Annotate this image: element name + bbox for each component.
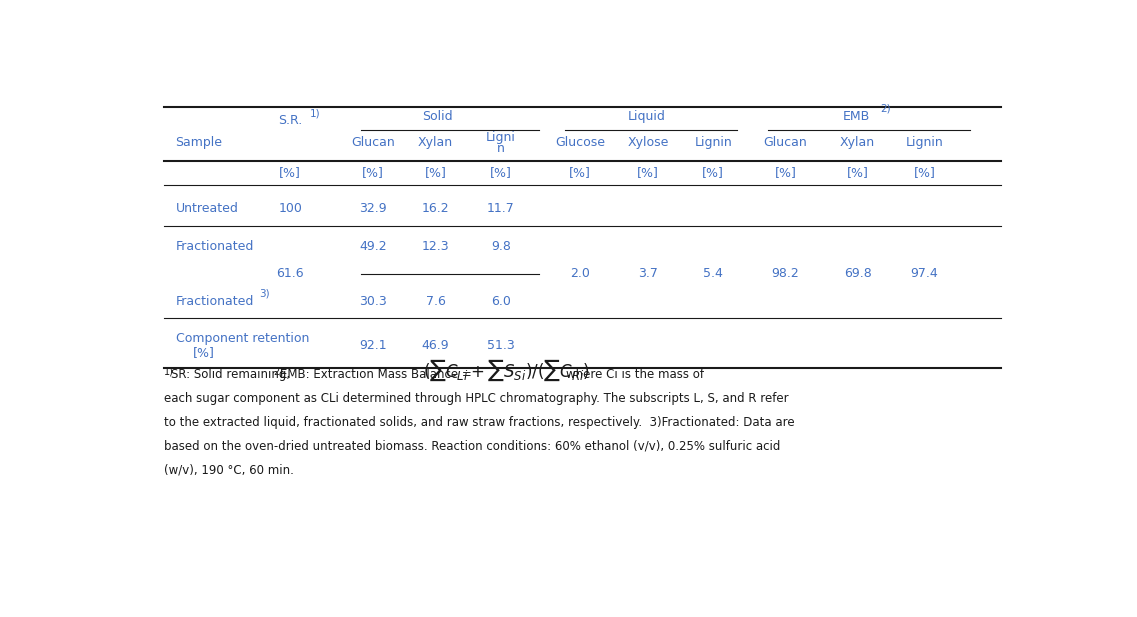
Text: to the extracted liquid, fractionated solids, and raw straw fractions, respectiv: to the extracted liquid, fractionated so… [164,416,795,429]
Text: $(\sum C_{Li}+\sum S_{Si})/(\sum C_{Ri})$: $(\sum C_{Li}+\sum S_{Si})/(\sum C_{Ri})… [423,358,590,383]
Text: Liquid: Liquid [628,110,666,123]
Text: [%]: [%] [703,167,724,180]
Text: 98.2: 98.2 [772,267,799,280]
Text: Lignin: Lignin [695,136,732,149]
Text: Ligni: Ligni [485,131,516,144]
Text: 46.9: 46.9 [422,339,449,352]
Text: 3.7: 3.7 [638,267,658,280]
Text: [%]: [%] [570,167,591,180]
Text: 11.7: 11.7 [487,202,515,215]
Text: 69.8: 69.8 [844,267,872,280]
Text: Sample: Sample [175,136,223,149]
Text: 30.3: 30.3 [359,295,387,308]
Text: Xylan: Xylan [418,136,454,149]
Text: 92.1: 92.1 [359,339,387,352]
Text: Xylan: Xylan [840,136,875,149]
Text: 12.3: 12.3 [422,239,449,252]
Text: Untreated: Untreated [175,202,239,215]
Text: where Ci is the mass of: where Ci is the mass of [566,368,704,381]
Text: 2): 2) [273,366,283,376]
Text: 6.0: 6.0 [491,295,511,308]
Text: 32.9: 32.9 [359,202,387,215]
Text: Fractionated: Fractionated [175,239,254,252]
Text: 51.3: 51.3 [487,339,515,352]
Text: 100: 100 [279,202,302,215]
Text: [%]: [%] [847,167,869,180]
Text: 9.8: 9.8 [491,239,511,252]
Text: 2): 2) [880,103,891,114]
Text: Glucan: Glucan [764,136,807,149]
Text: SR: Solid remaining,: SR: Solid remaining, [172,368,298,381]
Text: [%]: [%] [637,167,658,180]
Text: Glucan: Glucan [351,136,395,149]
Text: 5.4: 5.4 [703,267,723,280]
Text: 61.6: 61.6 [276,267,304,280]
Text: Glucose: Glucose [555,136,605,149]
Text: Xylose: Xylose [628,136,669,149]
Text: S.R.: S.R. [279,114,302,127]
Text: [%]: [%] [280,167,301,180]
Text: 1): 1) [164,366,174,376]
Text: 97.4: 97.4 [911,267,938,280]
Text: based on the oven-dried untreated biomass. Reaction conditions: 60% ethanol (v/v: based on the oven-dried untreated biomas… [164,439,780,452]
Text: [%]: [%] [193,346,215,360]
Text: Solid: Solid [422,110,453,123]
Text: [%]: [%] [424,167,447,180]
Text: (w/v), 190 °C, 60 min.: (w/v), 190 °C, 60 min. [164,463,294,476]
Text: 2.0: 2.0 [570,267,590,280]
Text: 3): 3) [259,289,269,299]
Text: [%]: [%] [914,167,936,180]
Text: Lignin: Lignin [906,136,944,149]
Text: 1): 1) [309,109,321,118]
Text: 7.6: 7.6 [425,295,446,308]
Text: EMB: Extraction Mass Balance =: EMB: Extraction Mass Balance = [280,368,475,381]
Text: Fractionated: Fractionated [175,295,254,308]
Text: n: n [497,142,505,155]
Text: EMB: EMB [843,110,870,123]
Text: 16.2: 16.2 [422,202,449,215]
Text: Component retention: Component retention [175,332,309,345]
Text: 49.2: 49.2 [359,239,387,252]
Text: each sugar component as CLi determined through HPLC chromatography. The subscrip: each sugar component as CLi determined t… [164,392,789,405]
Text: [%]: [%] [490,167,512,180]
Text: [%]: [%] [362,167,384,180]
Text: [%]: [%] [774,167,796,180]
